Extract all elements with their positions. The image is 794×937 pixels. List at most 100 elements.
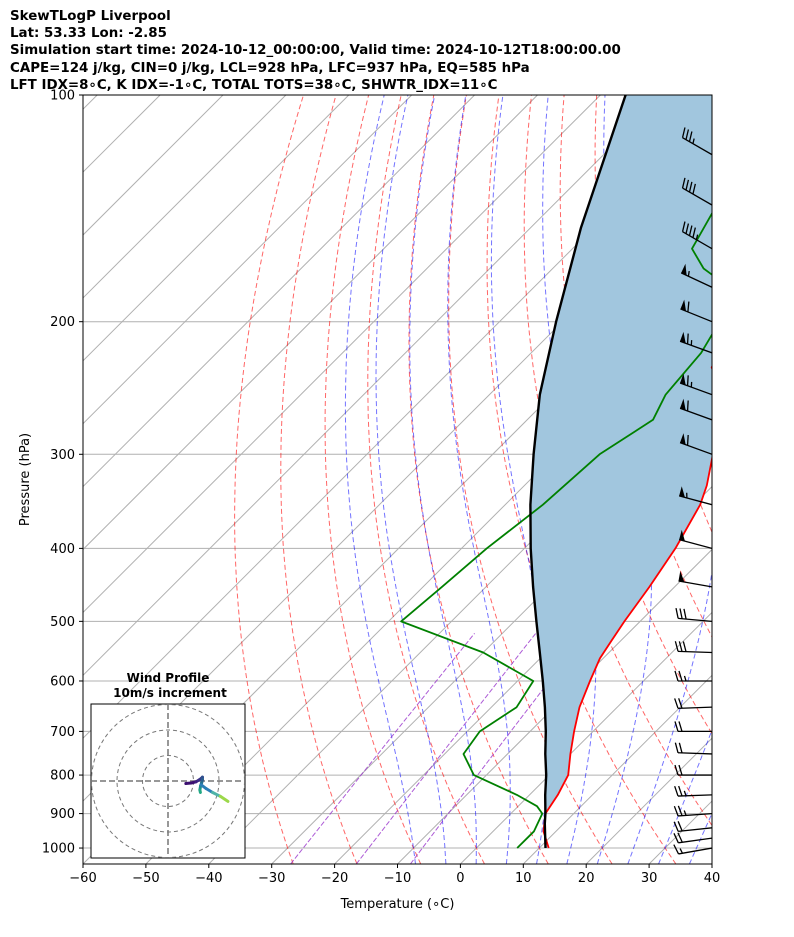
- y-tick-label: 400: [50, 542, 75, 557]
- x-tick-label: −50: [132, 871, 159, 886]
- wind-barb: [678, 486, 712, 506]
- wind-barb-feather: [683, 608, 687, 620]
- wind-barb-feather: [678, 721, 683, 732]
- y-tick-label: 100: [50, 89, 75, 104]
- wind-barb-feather: [674, 670, 679, 682]
- x-tick-label: 30: [641, 871, 658, 886]
- wind-barb-staff: [682, 231, 712, 250]
- wind-barb-feather: [678, 670, 683, 682]
- wind-barb: [679, 398, 712, 421]
- isotherm-line: [83, 95, 287, 299]
- chart-title: SkewTLogP Liverpool: [10, 9, 171, 24]
- wind-barb-pennant: [679, 486, 685, 498]
- wind-barb-staff: [678, 827, 712, 833]
- wind-barb-staff: [682, 137, 712, 156]
- wind-barb-feather: [678, 641, 683, 652]
- wind-barb: [678, 529, 712, 550]
- isotherm-line: [83, 95, 224, 236]
- moist-adiabat-line: [720, 95, 794, 864]
- x-tick-label: 20: [578, 871, 595, 886]
- plot-overlay: −60 −50 −40 −30 −20 −10 0 10 20 30 40 1000 900 800 700…: [18, 89, 720, 913]
- y-tick-label: 900: [50, 807, 75, 822]
- plot-area: [83, 68, 794, 864]
- isotherm-line: [334, 485, 712, 864]
- time-line: Simulation start time: 2024-10-12_00:00:…: [10, 43, 621, 59]
- wind-barb-pennant: [680, 398, 686, 411]
- wind-barb-half-feather: [683, 810, 687, 816]
- wind-barb-half-feather: [683, 675, 687, 682]
- wind-barb-staff: [682, 187, 712, 206]
- x-tick-label: 0: [456, 871, 464, 886]
- y-tick-label: 700: [50, 725, 75, 740]
- wind-barb-half-feather: [687, 270, 690, 277]
- temperature-line: [542, 364, 712, 849]
- location-line: Lat: 53.33 Lon: -2.85: [10, 26, 167, 42]
- isotherm-line: [397, 548, 712, 864]
- x-tick-label: −20: [321, 871, 348, 886]
- wind-barb-staff: [678, 847, 712, 855]
- wind-barb-feather: [679, 608, 683, 619]
- wind-barb-pennant: [678, 571, 685, 583]
- isotherm-line: [83, 95, 538, 551]
- y-tick-label: 200: [50, 315, 75, 330]
- chart-header: SkewTLogP Liverpool Lat: 53.33 Lon: -2.8…: [10, 8, 780, 94]
- wind-barb: [673, 805, 712, 817]
- wind-barb-staff: [678, 837, 712, 844]
- wind-barb: [674, 721, 712, 733]
- wind-barb: [674, 785, 712, 797]
- wind-barb-feather: [673, 844, 680, 855]
- wind-barb-feather: [692, 183, 696, 195]
- wind-barb-feather: [673, 805, 679, 817]
- wind-barb-feather: [673, 821, 679, 832]
- wind-barb-feather: [677, 805, 683, 816]
- x-tick-label: −60: [69, 871, 96, 886]
- hodograph-title: Wind Profile: [127, 671, 210, 685]
- wind-barb-feather: [683, 68, 685, 78]
- isotherm-line: [83, 95, 475, 488]
- wind-barb-staff: [677, 650, 712, 654]
- wind-barb-feather: [681, 221, 686, 232]
- x-tick-label: 40: [704, 871, 721, 886]
- wind-barb-feather: [677, 821, 683, 832]
- wind-barb-feather: [685, 129, 690, 140]
- wind-barb-pennant: [680, 331, 686, 344]
- wind-barb-staff: [678, 538, 712, 550]
- moist-adiabat-line: [447, 95, 511, 864]
- wind-barb: [679, 433, 712, 455]
- x-tick-label: −30: [258, 871, 285, 886]
- isotherm-line: [83, 95, 350, 362]
- wind-barb: [674, 764, 712, 776]
- wind-barb-pennant: [679, 529, 685, 542]
- wind-barb-feather: [686, 434, 689, 446]
- cape-shading: [530, 95, 712, 811]
- x-tick-label: −40: [195, 871, 222, 886]
- hodograph-subtitle: 10m/s increment: [113, 686, 227, 700]
- wind-barb-feather: [678, 785, 683, 797]
- wind-barb: [678, 571, 712, 588]
- y-tick-label: 800: [50, 769, 75, 784]
- wind-barb-pennant: [680, 433, 686, 445]
- wind-barb-feather: [689, 72, 691, 82]
- indices-line-1: CAPE=124 j/kg, CIN=0 j/kg, LCL=928 hPa, …: [10, 60, 530, 76]
- isotherm-line: [83, 95, 601, 614]
- wind-barb-pennant: [680, 373, 686, 386]
- isotherm-line: [711, 863, 712, 864]
- wind-barb-staff: [678, 495, 712, 506]
- wind-barb-feather: [686, 400, 689, 411]
- moist-adiabat-line: [375, 95, 447, 864]
- dry-adiabat-line: [448, 95, 613, 864]
- wind-barb: [679, 331, 712, 354]
- x-axis-label: Temperature (∘C): [340, 897, 455, 912]
- dry-adiabat-line: [760, 95, 794, 864]
- moist-adiabat-line: [344, 95, 416, 864]
- wind-barb-feather: [678, 742, 683, 754]
- wind-barb: [674, 742, 712, 755]
- wind-barb-feather: [681, 177, 686, 189]
- wind-barb-feather: [674, 785, 679, 797]
- wind-barb-feather: [688, 131, 693, 142]
- wind-barb-feather: [677, 832, 683, 843]
- wind-barb: [674, 641, 712, 654]
- dry-adiabat-line: [559, 95, 712, 735]
- wind-barb-half-feather: [679, 848, 684, 854]
